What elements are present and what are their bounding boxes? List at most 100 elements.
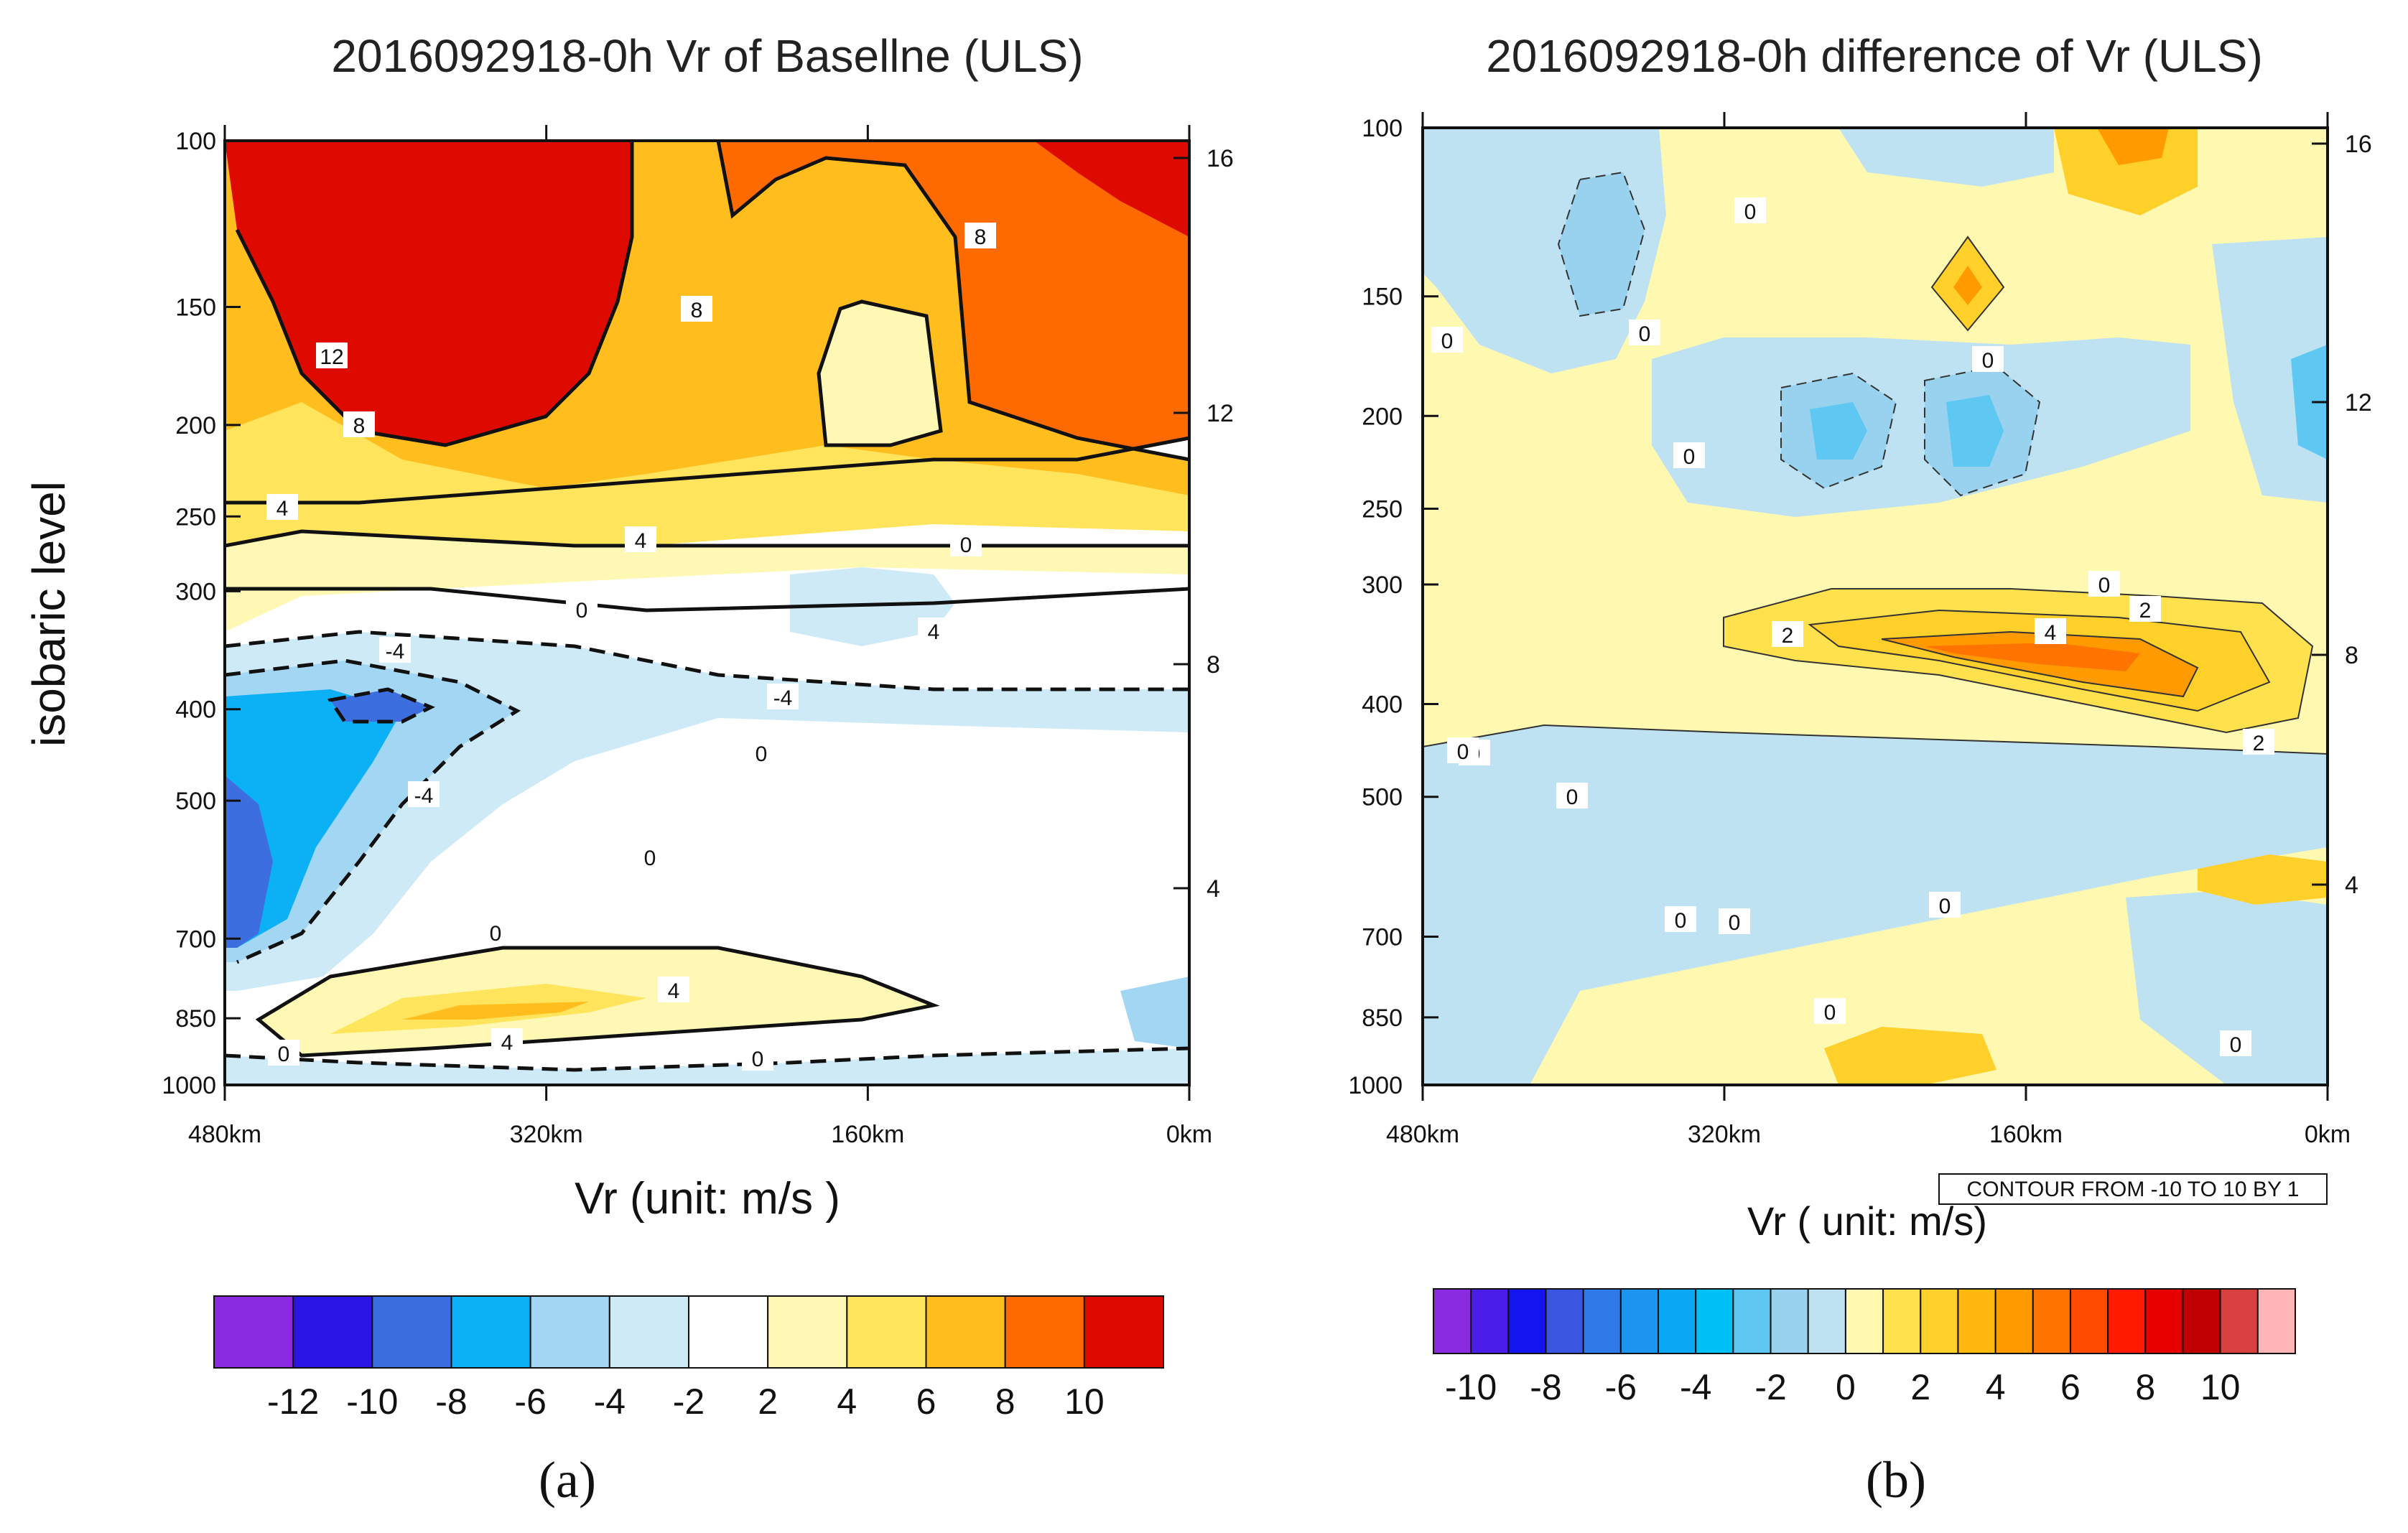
chart-a-colorbar-swatch (767, 1295, 848, 1369)
chart-b-colorbar-label: 8 (2135, 1367, 2155, 1407)
chart-a-contour-label: 12 (316, 343, 348, 369)
chart-b-y2tick-label: 12 (2345, 389, 2372, 416)
chart-b-colorbar-swatch (1957, 1288, 1996, 1354)
svg-text:-4: -4 (386, 640, 405, 663)
chart-a-frame (223, 139, 1191, 1086)
chart-b-colorbar-swatch (1695, 1288, 1734, 1354)
chart-b-colorbar-swatch (1545, 1288, 1584, 1354)
chart-b-contour-label: 0 (1719, 908, 1750, 935)
chart-b-field-cyan-mid2 (1946, 395, 2004, 467)
chart-a-colorbar-label: -12 (267, 1381, 319, 1422)
chart-a-colorbar-label: -6 (514, 1381, 546, 1422)
chart-a-contour-label: 8 (343, 411, 375, 438)
chart-a-contours (225, 141, 1189, 1058)
chart-b-colorbar-swatch (1433, 1288, 1472, 1354)
chart-b-colorbar-swatch (1507, 1288, 1547, 1354)
chart-a-contour-label: 4 (491, 1028, 523, 1055)
chart-b-ytick-label: 500 (1362, 784, 1403, 811)
chart-a-ytick-label: 100 (175, 128, 216, 155)
chart-b-y2tick-label: 16 (2345, 131, 2372, 158)
chart-a-colorbar: -12 -10 -8 -6 -4 -2 2 4 6 8 10 (213, 1295, 1165, 1422)
chart-b-xtick-label: 480km (1386, 1121, 1459, 1148)
svg-text:0: 0 (752, 1048, 764, 1071)
chart-b-colorbar-swatch (1920, 1288, 1959, 1354)
chart-a-ytick-label: 700 (175, 926, 216, 953)
chart-a-ytick-label: 150 (175, 294, 216, 322)
chart-a-contour-label: 0 (742, 1045, 773, 1071)
chart-b-colorbar-label: 4 (1986, 1367, 2006, 1407)
chart-b-colorbar-swatch (2219, 1288, 2259, 1354)
chart-a-xtick-label: 480km (188, 1121, 261, 1148)
chart-a-field-lowblue (225, 1048, 1189, 1085)
chart-a-field-blue-right (1120, 977, 1189, 1048)
chart-b-frame (1421, 126, 2329, 1086)
chart-b-field-orange-topright (2097, 128, 2169, 165)
chart-b-field-warm-low (1824, 1027, 1996, 1085)
svg-text:-4: -4 (414, 784, 434, 808)
chart-a-contour-label: 4 (625, 526, 656, 553)
chart-a-field-red-right (1034, 141, 1189, 237)
chart-b-colorbar-swatch (1882, 1288, 1922, 1354)
chart-a-field-red (225, 141, 632, 445)
chart-b-colorbar-label: 0 (1836, 1367, 1856, 1407)
chart-b-xtick-label: 160km (1989, 1121, 2063, 1148)
svg-text:2: 2 (1782, 624, 1794, 648)
chart-a-colorbar-swatch (1083, 1295, 1165, 1369)
chart-a-colorbar-label: 4 (837, 1381, 857, 1422)
svg-text:0: 0 (960, 533, 972, 557)
chart-b-colorbar-swatch (1994, 1288, 2034, 1354)
chart-b-field-blue-topmid (1838, 128, 2054, 187)
chart-a-colorbar-swatch (450, 1295, 531, 1369)
svg-text:0: 0 (1457, 740, 1469, 764)
chart-b-contour-label: 0 (2088, 571, 2120, 597)
chart-b-colorbar-swatch (1807, 1288, 1846, 1354)
chart-b-ytick-label: 250 (1362, 495, 1403, 523)
chart-b-ytick-label: 850 (1362, 1005, 1403, 1032)
chart-b-contour-label: 0 (1431, 327, 1463, 353)
chart-b-xlabel: Vr ( unit: m/s) (1747, 1198, 1987, 1244)
chart-b-field-orange-150 (1953, 266, 1982, 305)
chart-a-contour-label: -4 (408, 781, 440, 808)
chart-b-annotation: CONTOUR FROM -10 TO 10 BY 1 (1967, 1178, 2300, 1201)
chart-b-contour-label: 0 (1734, 197, 1766, 224)
chart-b-colorbar-swatch (1658, 1288, 1697, 1354)
chart-a-ytick-label: 500 (175, 788, 216, 815)
chart-b-panel-label: (b) (1866, 1451, 1926, 1509)
chart-b-field-blue-lowright (2126, 890, 2328, 1085)
chart-b-title: 2016092918-0h difference of Vr (ULS) (1486, 30, 2263, 82)
chart-a-contour-label: -4 (767, 684, 799, 710)
chart-b-colorbar-swatch (1619, 1288, 1660, 1354)
chart-a-contour-label: 4 (266, 494, 298, 521)
chart-a-contour-labels: 12 8 8 8 4 4 4 0 0 -4 -4 -4 0 0 0 4 4 0 0 (266, 223, 996, 1071)
svg-text:0: 0 (1441, 330, 1454, 353)
chart-b-contour-label: 0 (1673, 442, 1705, 469)
chart-a-ylabel: isobaric level (23, 481, 75, 747)
chart-a-contour-label: 4 (918, 618, 949, 644)
svg-text:0: 0 (1675, 909, 1687, 933)
chart-a-ytick-label: 850 (175, 1005, 216, 1033)
svg-text:0: 0 (576, 599, 588, 623)
chart-b-contour-label: 0 (1447, 737, 1479, 764)
chart-a-title: 2016092918-0h Vr of Basellne (ULS) (331, 30, 1083, 82)
chart-a-contour-label: 0 (268, 1040, 299, 1066)
svg-text:4: 4 (276, 497, 289, 521)
chart-b-contour-label: 0 (1665, 906, 1696, 933)
chart-b-colorbar-swatch (2032, 1288, 2071, 1354)
chart-b-colorbar-swatch (2182, 1288, 2221, 1354)
chart-b-axes: 1001502002503004005007008501000161284480… (1348, 112, 2372, 1148)
chart-b-colorbar-label: -8 (1530, 1367, 1561, 1407)
chart-b-contour-label: 2 (2243, 729, 2274, 755)
chart-a-colorbar-label: 6 (916, 1381, 936, 1422)
chart-b-field-blue-right-core (2291, 345, 2328, 460)
chart-a-field-royalblue-2 (225, 775, 273, 948)
chart-a-plot-area (225, 141, 1189, 1085)
chart-b-annotation-box: CONTOUR FROM -10 TO 10 BY 1 (1938, 1173, 2328, 1205)
chart-a-contour-label: -4 (379, 637, 411, 663)
svg-text:4: 4 (928, 620, 940, 644)
chart-a-colorbar-swatch (925, 1295, 1006, 1369)
chart-b-colorbar-label: 6 (2060, 1367, 2081, 1407)
svg-text:2: 2 (2139, 599, 2152, 623)
chart-b-colorbar-label: 2 (1910, 1367, 1930, 1407)
chart-b-y2tick-label: 4 (2345, 872, 2358, 899)
svg-text:0: 0 (1566, 786, 1579, 809)
